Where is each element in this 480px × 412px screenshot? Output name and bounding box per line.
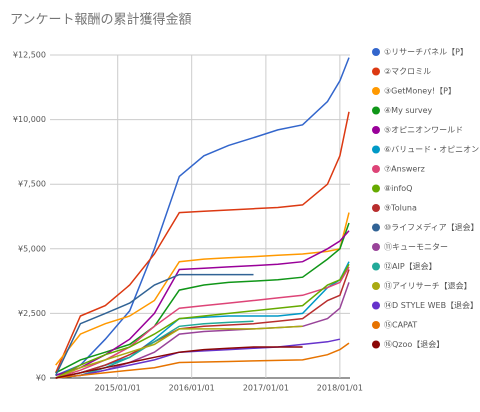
series-line (55, 269, 350, 379)
series-line (55, 342, 350, 379)
y-tick-label: ¥10,000 (13, 115, 46, 124)
series-line (55, 346, 303, 379)
legend-marker (372, 262, 380, 271)
series-line (55, 222, 350, 374)
legend-marker (372, 184, 380, 193)
series-line (55, 320, 254, 379)
legend-label: ②マクロミル (384, 67, 431, 76)
legend-marker (372, 340, 380, 349)
legend-marker (372, 282, 380, 290)
legend-marker (372, 67, 380, 76)
series-line (55, 282, 350, 379)
legend-label: ⑯Qzoo【退会】 (384, 339, 444, 349)
legend-label: ⑧infoQ (384, 184, 412, 193)
legend-label: ⑬アイリサーチ【退会】 (384, 281, 472, 291)
legend-label: ①リサーチパネル【P】 (384, 48, 468, 57)
legend-marker (372, 126, 380, 134)
x-tick-label: 2015/01/01 (95, 384, 141, 393)
legend-marker (372, 106, 380, 115)
y-tick-label: ¥2,500 (18, 309, 46, 318)
legend-marker (372, 223, 380, 232)
legend-label: ④My survey (384, 106, 433, 115)
legend-label: ⑪キューモニター (384, 243, 448, 252)
legend-marker (372, 87, 380, 95)
series-line (55, 325, 303, 379)
legend-label: ⑫AIP【退会】 (384, 261, 437, 271)
x-tick-label: 2016/01/01 (169, 384, 215, 393)
y-tick-label: ¥7,500 (18, 180, 46, 189)
legend-label: ⑨Toluna (384, 204, 417, 213)
legend-marker (372, 48, 380, 56)
series-line (55, 57, 350, 377)
legend-label: ⑤オピニオンワールド (384, 126, 463, 135)
legend-label: ⑦Answerz (384, 165, 425, 174)
series-line (55, 273, 254, 376)
x-tick-label: 2017/01/01 (243, 384, 289, 393)
y-tick-label: ¥5,000 (18, 244, 46, 253)
legend-label: ⑮CAPAT (384, 321, 417, 330)
legend-marker (372, 145, 380, 154)
legend-label: ③GetMoney!【P】 (384, 87, 456, 96)
legend-label: ⑭D STYLE WEB【退会】 (384, 300, 478, 310)
series-line (55, 263, 350, 379)
series-line (55, 212, 350, 366)
x-tick-label: 2018/01/01 (317, 384, 363, 393)
legend-marker (372, 165, 380, 173)
y-tick-label: ¥12,500 (13, 51, 46, 60)
legend-label: ⑥バリュード・オピニオン (384, 145, 479, 154)
chart-title: アンケート報酬の累計獲得金額 (10, 12, 191, 28)
series-line (55, 261, 350, 379)
legend-marker (372, 204, 380, 212)
series-line (55, 338, 341, 379)
series-line (55, 111, 350, 374)
legend-marker (372, 321, 380, 329)
y-tick-label: ¥0 (36, 374, 46, 383)
legend-marker (372, 301, 380, 310)
legend-label: ⑩ライフメディア【退会】 (384, 222, 479, 232)
legend-marker (372, 243, 380, 251)
series-line (55, 230, 350, 377)
